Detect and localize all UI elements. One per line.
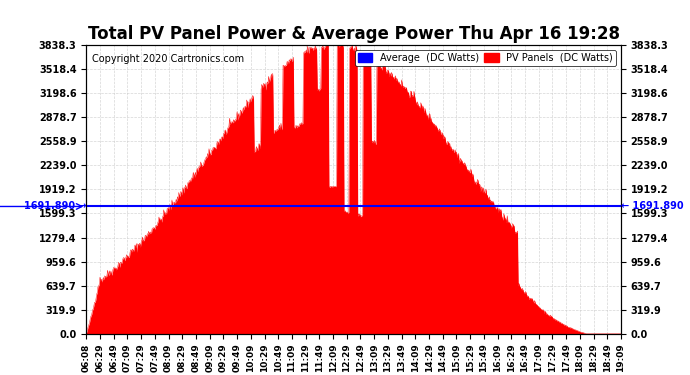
Text: 1691.890 →: 1691.890 → <box>23 201 86 211</box>
Text: ← 1691.890: ← 1691.890 <box>621 201 684 211</box>
Text: Copyright 2020 Cartronics.com: Copyright 2020 Cartronics.com <box>92 54 244 64</box>
Legend: Average  (DC Watts), PV Panels  (DC Watts): Average (DC Watts), PV Panels (DC Watts) <box>355 50 616 66</box>
Title: Total PV Panel Power & Average Power Thu Apr 16 19:28: Total PV Panel Power & Average Power Thu… <box>88 26 620 44</box>
